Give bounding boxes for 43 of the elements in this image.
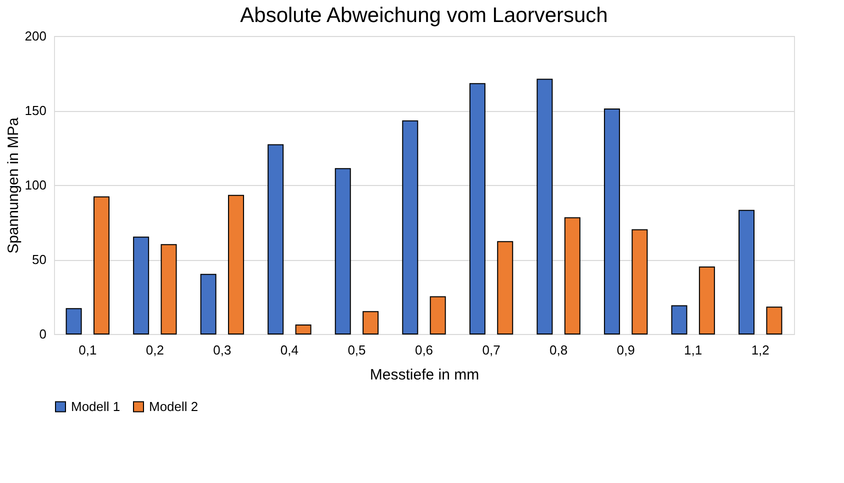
y-axis-title: Spannungen in MPa bbox=[4, 116, 22, 254]
bar bbox=[564, 217, 580, 334]
y-tick-label: 0 bbox=[39, 326, 46, 342]
bar bbox=[430, 296, 446, 334]
bar bbox=[295, 324, 312, 334]
x-tick-label: 0,5 bbox=[348, 342, 366, 358]
x-tick-label: 1,1 bbox=[684, 342, 702, 358]
bar bbox=[632, 229, 648, 334]
x-tick-label: 1,2 bbox=[751, 342, 770, 358]
bar bbox=[160, 244, 177, 334]
bar bbox=[334, 168, 351, 334]
y-tick-label: 150 bbox=[24, 103, 46, 118]
bar bbox=[671, 305, 688, 334]
y-tick-label: 50 bbox=[32, 252, 46, 267]
bar bbox=[362, 311, 379, 334]
bar bbox=[536, 78, 553, 334]
x-axis-title: Messtiefe in mm bbox=[370, 366, 480, 384]
x-tick-label: 0,7 bbox=[482, 342, 500, 358]
x-tick-label: 0,8 bbox=[550, 342, 568, 358]
chart-title: Absolute Abweichung vom Laorversuch bbox=[240, 4, 608, 27]
x-tick-label: 0,6 bbox=[414, 342, 434, 358]
bar bbox=[698, 266, 715, 334]
bar bbox=[228, 194, 244, 334]
bar bbox=[66, 308, 82, 334]
x-tick-label: 0,3 bbox=[213, 342, 232, 358]
bar bbox=[766, 306, 782, 334]
bar bbox=[604, 108, 620, 334]
legend-label: Modell 2 bbox=[149, 398, 198, 414]
bar bbox=[497, 241, 514, 334]
bar bbox=[469, 83, 486, 334]
bar bbox=[402, 120, 418, 334]
x-tick-label: 0,9 bbox=[616, 342, 635, 358]
bar bbox=[738, 210, 755, 334]
bar bbox=[133, 236, 150, 334]
bar bbox=[200, 274, 216, 334]
x-tick-label: 0,1 bbox=[78, 342, 97, 358]
y-tick-label: 100 bbox=[24, 178, 46, 192]
x-tick-label: 0,2 bbox=[146, 342, 164, 358]
x-tick-label: 0,4 bbox=[280, 342, 298, 358]
bar bbox=[268, 144, 284, 334]
y-tick-label: 200 bbox=[24, 28, 46, 44]
legend-label: Modell 1 bbox=[71, 398, 120, 414]
bar bbox=[93, 196, 110, 334]
